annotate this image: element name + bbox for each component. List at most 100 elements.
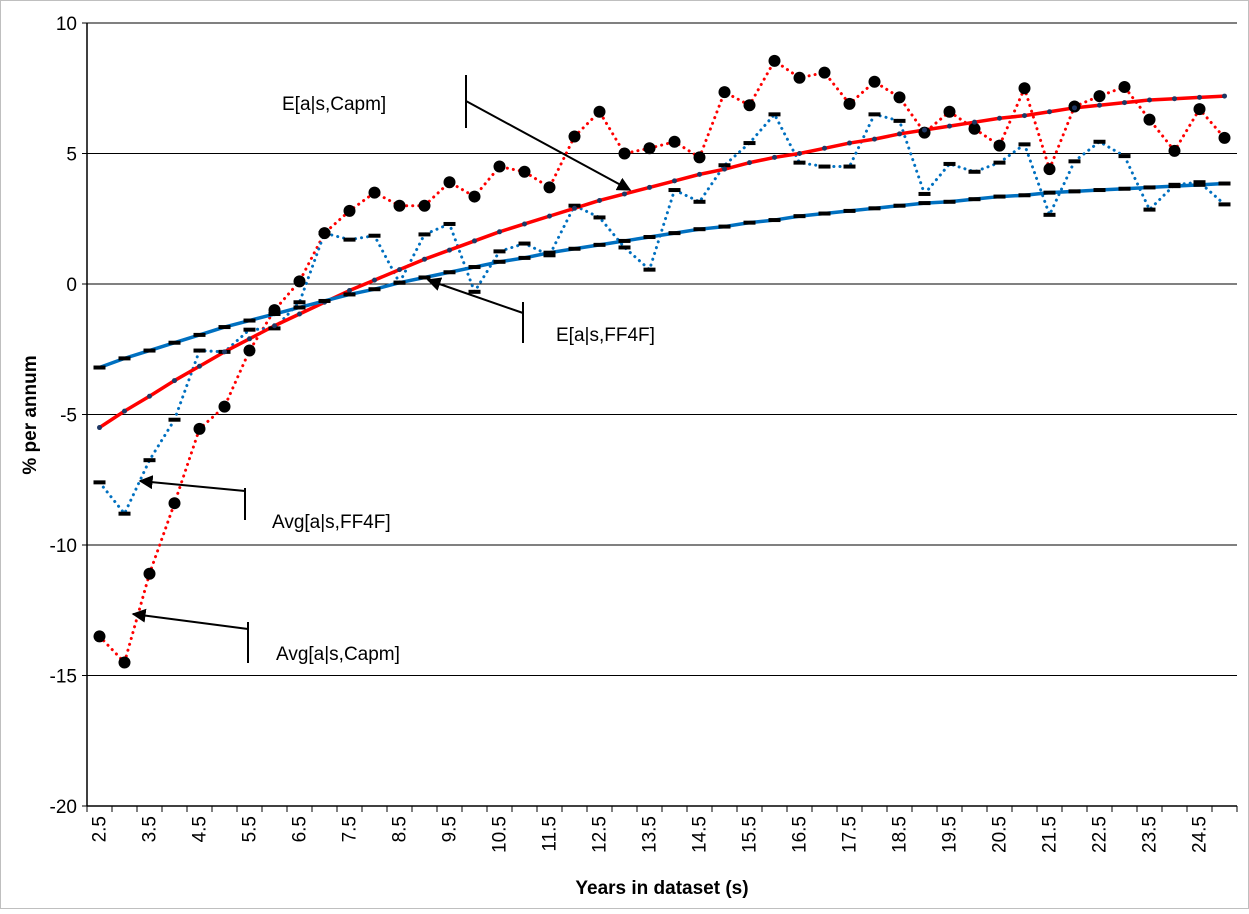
data-point xyxy=(172,378,177,384)
data-point xyxy=(447,247,452,253)
data-point xyxy=(418,199,431,212)
data-point xyxy=(743,99,756,112)
data-point xyxy=(747,160,752,166)
x-tick-label: 23.5 xyxy=(1140,816,1161,853)
annotation-label: Avg[a|s,Capm] xyxy=(276,644,400,665)
x-tick-label: 16.5 xyxy=(790,816,811,853)
data-point xyxy=(1043,163,1056,176)
data-point xyxy=(918,201,931,206)
data-point xyxy=(393,199,406,212)
data-point xyxy=(618,245,631,250)
data-point xyxy=(318,298,331,303)
data-point xyxy=(293,275,306,288)
x-tick-label: 7.5 xyxy=(340,816,361,842)
data-point xyxy=(518,255,531,260)
data-point xyxy=(1072,105,1077,111)
data-point xyxy=(918,191,931,196)
data-point xyxy=(1143,185,1156,190)
data-point xyxy=(818,66,831,79)
annotation-label: Avg[a|s,FF4F] xyxy=(272,512,391,533)
data-point xyxy=(993,194,1006,199)
grid: -20 -15 -10 -5 0 5 10 2.5 3.5 4.5 5.5 6.5 7.5 8.5 9.5 1… xyxy=(50,14,1238,853)
data-point xyxy=(1143,113,1156,126)
data-point xyxy=(772,154,777,160)
data-point xyxy=(143,567,156,580)
data-point xyxy=(868,206,881,211)
data-point xyxy=(222,349,227,355)
data-point xyxy=(568,130,581,143)
data-point xyxy=(268,326,281,331)
x-tick-label: 8.5 xyxy=(390,816,411,842)
data-point xyxy=(418,232,431,237)
annotation-arrow xyxy=(465,100,632,191)
data-point xyxy=(418,275,431,280)
data-point xyxy=(93,480,106,485)
annotation-arrow xyxy=(138,475,246,492)
data-point xyxy=(343,237,356,242)
data-point xyxy=(693,199,706,204)
data-point xyxy=(1047,109,1052,115)
x-tick-label: 18.5 xyxy=(890,816,911,853)
data-point xyxy=(768,112,781,117)
data-point xyxy=(1193,180,1206,185)
data-point xyxy=(168,417,181,422)
data-point xyxy=(122,408,127,414)
y-tick-label: -10 xyxy=(50,536,77,557)
data-point xyxy=(443,221,456,226)
data-point xyxy=(1193,182,1206,187)
data-point xyxy=(918,126,931,139)
data-point xyxy=(318,231,331,236)
data-point xyxy=(372,277,377,283)
x-tick-label: 20.5 xyxy=(990,816,1011,853)
annotation-label: E[a|s,Capm] xyxy=(282,94,386,115)
data-point xyxy=(943,105,956,118)
x-tick-label: 12.5 xyxy=(590,816,611,853)
data-point xyxy=(422,256,427,262)
series-line xyxy=(97,181,1227,370)
x-tick-label: 17.5 xyxy=(840,816,861,853)
plot-area xyxy=(93,54,1231,669)
data-point xyxy=(572,205,577,211)
data-point xyxy=(143,348,156,353)
data-point xyxy=(968,197,981,202)
data-point xyxy=(243,318,256,323)
data-point xyxy=(1068,159,1081,164)
data-point xyxy=(493,160,506,173)
data-point xyxy=(893,91,906,104)
data-point xyxy=(743,220,756,225)
data-point xyxy=(822,145,827,151)
data-point xyxy=(518,165,531,178)
data-point xyxy=(243,344,256,357)
data-point xyxy=(668,135,681,148)
data-point xyxy=(622,191,627,197)
data-point xyxy=(147,393,152,399)
data-point xyxy=(647,184,652,190)
annotation-arrow xyxy=(426,277,524,314)
data-point xyxy=(1218,131,1231,144)
data-point xyxy=(197,363,202,369)
data-point xyxy=(722,166,727,172)
data-point xyxy=(1197,94,1202,100)
data-point xyxy=(193,332,206,337)
data-point xyxy=(297,311,302,317)
data-point xyxy=(693,227,706,232)
data-point xyxy=(1218,202,1231,207)
x-tick-label: 15.5 xyxy=(740,816,761,853)
annotation-arrow xyxy=(131,608,249,630)
annotation-label: E[a|s,FF4F] xyxy=(556,325,655,346)
data-point xyxy=(168,340,181,345)
x-tick-label: 10.5 xyxy=(490,816,511,853)
data-point xyxy=(718,86,731,99)
data-point xyxy=(143,458,156,463)
data-point xyxy=(897,131,902,137)
data-point xyxy=(193,348,206,353)
data-point xyxy=(693,151,706,164)
y-tick-label: -15 xyxy=(50,667,77,688)
data-point xyxy=(1222,93,1227,99)
annotations xyxy=(131,75,632,663)
data-point xyxy=(593,105,606,118)
data-point xyxy=(218,325,231,330)
data-point xyxy=(1172,96,1177,102)
data-point xyxy=(497,229,502,235)
data-point xyxy=(793,214,806,219)
